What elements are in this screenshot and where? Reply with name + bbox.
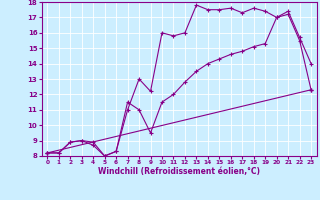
X-axis label: Windchill (Refroidissement éolien,°C): Windchill (Refroidissement éolien,°C) — [98, 167, 260, 176]
